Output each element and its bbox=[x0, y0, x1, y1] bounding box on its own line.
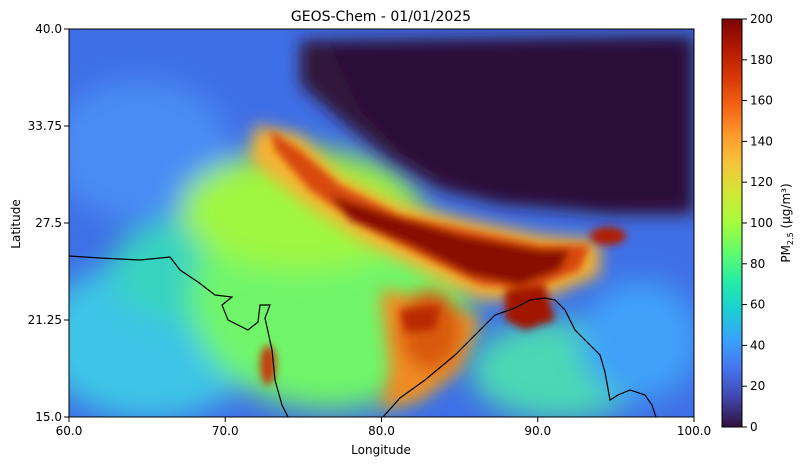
y-tick-label: 21.25 bbox=[28, 313, 62, 327]
y-axis-label: Latitude bbox=[9, 199, 23, 248]
colorbar-tick-label: 20 bbox=[750, 379, 765, 393]
colorbar-label-main: PM bbox=[779, 245, 793, 263]
x-tick-label: 60.0 bbox=[56, 424, 83, 438]
colorbar bbox=[721, 18, 743, 428]
colorbar-tick-label: 0 bbox=[750, 420, 758, 434]
colorbar-ticks: 0 20 40 60 80 100 120 140 160 180 200 bbox=[742, 12, 773, 434]
x-axis-ticks: 60.0 70.0 80.0 90.0 100.0 bbox=[56, 417, 711, 438]
x-tick-label: 90.0 bbox=[524, 424, 551, 438]
colorbar-tick-label: 100 bbox=[750, 216, 773, 230]
colorbar-tick-label: 120 bbox=[750, 175, 773, 189]
coastlines bbox=[69, 255, 657, 417]
colorbar-tick-label: 140 bbox=[750, 134, 773, 148]
y-tick-label: 15.0 bbox=[35, 410, 62, 424]
colorbar-tick-label: 40 bbox=[750, 338, 765, 352]
colorbar-label-sub: 2.5 bbox=[786, 232, 795, 245]
y-axis-ticks: 15.0 21.25 27.5 33.75 40.0 bbox=[28, 22, 69, 424]
colorbar-tick-label: 180 bbox=[750, 53, 773, 67]
pm25-heatmap bbox=[69, 29, 694, 417]
colorbar-tick-label: 80 bbox=[750, 257, 765, 271]
x-tick-label: 80.0 bbox=[368, 424, 395, 438]
colorbar-tick-label: 200 bbox=[750, 12, 773, 26]
colorbar-label: PM2.5 (µg/m³) bbox=[779, 183, 795, 262]
map-title: GEOS-Chem - 01/01/2025 bbox=[291, 9, 471, 25]
y-tick-label: 27.5 bbox=[35, 216, 62, 230]
colorbar-label-units: (µg/m³) bbox=[779, 183, 793, 232]
coastline-bay-of-bengal bbox=[382, 297, 657, 417]
colorbar-tick-label: 60 bbox=[750, 298, 765, 312]
y-tick-label: 40.0 bbox=[35, 22, 62, 36]
x-tick-label: 100.0 bbox=[677, 424, 711, 438]
colorbar-tick-label: 160 bbox=[750, 94, 773, 108]
x-tick-label: 70.0 bbox=[212, 424, 239, 438]
y-tick-label: 33.75 bbox=[28, 119, 62, 133]
x-axis-label: Longitude bbox=[351, 443, 411, 457]
coastline-arabian-sea bbox=[69, 255, 289, 417]
